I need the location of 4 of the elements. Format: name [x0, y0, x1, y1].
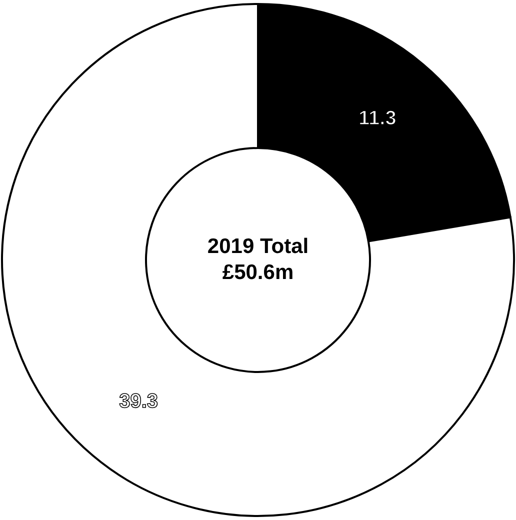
data-label: 39.3: [119, 390, 158, 412]
text: £50.6m: [222, 261, 294, 284]
text: 2019 Total: [207, 235, 309, 258]
donut-slice: [1, 3, 515, 517]
